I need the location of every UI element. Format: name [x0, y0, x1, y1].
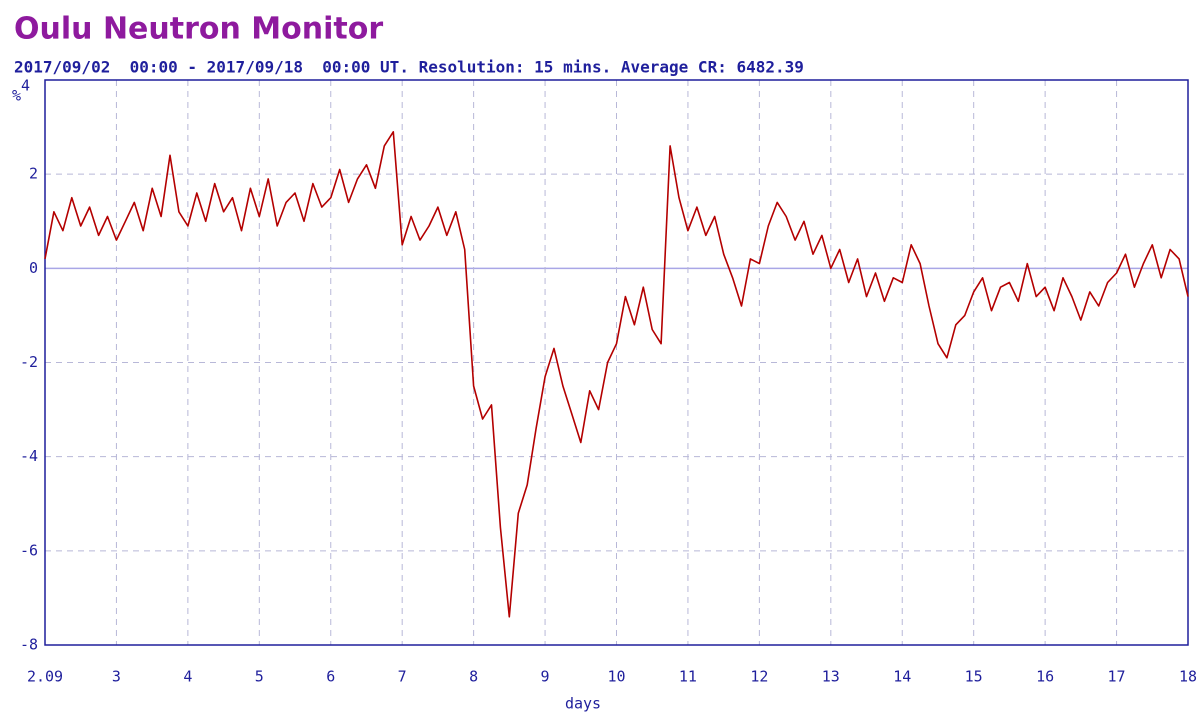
y-tick-label: 0	[29, 259, 38, 277]
x-tick-label: 17	[1108, 668, 1126, 686]
x-tick-label: 5	[255, 668, 264, 686]
x-tick-label: 15	[965, 668, 983, 686]
plot-frame	[44, 79, 1189, 646]
x-tick-label: 2.09	[27, 668, 63, 686]
x-tick-label: 14	[893, 668, 911, 686]
y-tick-label: -6	[20, 541, 38, 559]
y-axis-label: %	[12, 87, 21, 105]
y-tick-label: -4	[20, 447, 38, 465]
x-tick-label: 4	[183, 668, 192, 686]
x-tick-label: 16	[1036, 668, 1054, 686]
y-tick-label: -8	[20, 636, 38, 654]
x-tick-label: 3	[112, 668, 121, 686]
x-tick-label: 9	[541, 668, 550, 686]
x-tick-label: 13	[822, 668, 840, 686]
x-tick-label: 7	[398, 668, 407, 686]
chart-title: Oulu Neutron Monitor	[14, 12, 383, 47]
data-line	[44, 131, 1189, 618]
y-tick-label: 2	[29, 165, 38, 183]
x-tick-label: 6	[326, 668, 335, 686]
x-axis-label: days	[565, 695, 601, 713]
x-tick-label: 8	[469, 668, 478, 686]
y-tick-label: 4	[21, 77, 30, 95]
chart-subtitle: 2017/09/02 00:00 - 2017/09/18 00:00 UT. …	[14, 58, 804, 77]
x-tick-label: 18	[1179, 668, 1197, 686]
x-tick-label: 12	[750, 668, 768, 686]
y-tick-label: -2	[20, 353, 38, 371]
x-tick-label: 10	[607, 668, 625, 686]
x-tick-label: 11	[679, 668, 697, 686]
